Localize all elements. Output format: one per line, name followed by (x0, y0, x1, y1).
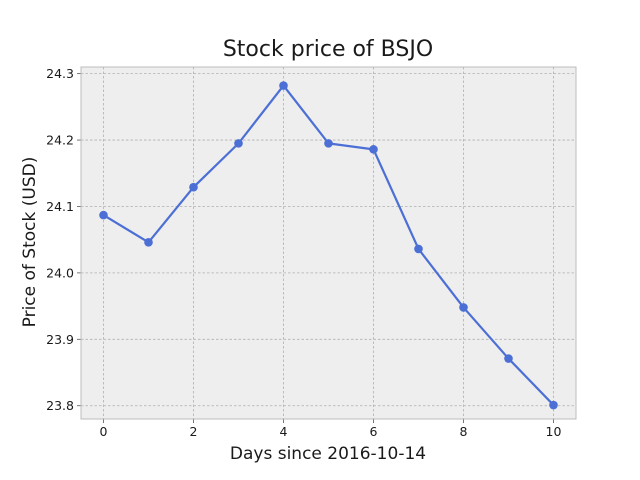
axis-ticks: 0 2 4 6 8 10 23.8 23.9 24.0 24.1 24.2 24.3 (46, 66, 561, 439)
data-point (99, 210, 108, 220)
data-series (99, 81, 558, 410)
chart-title: Stock price of BSJO (223, 37, 433, 62)
plot-frame (80, 66, 577, 420)
x-tick-label: 4 (280, 424, 288, 439)
y-tick-label: 24.2 (46, 133, 74, 148)
y-tick-label: 23.9 (46, 332, 74, 347)
y-tick-label: 24.0 (46, 265, 74, 280)
data-point (504, 354, 513, 363)
data-point (234, 139, 243, 148)
x-tick-label: 6 (370, 424, 378, 439)
data-point (549, 400, 558, 410)
data-point (414, 244, 423, 254)
data-point (459, 303, 468, 312)
x-axis-label: Days since 2016-10-14 (230, 444, 426, 464)
data-point (279, 81, 288, 90)
x-tick-label: 8 (460, 424, 468, 439)
x-tick-label: 2 (190, 424, 198, 439)
y-tick-label: 24.1 (46, 199, 74, 214)
y-axis-label: Price of Stock (USD) (20, 157, 40, 328)
data-point (189, 182, 198, 192)
grid-lines (81, 67, 576, 419)
y-tick-label: 24.3 (46, 66, 74, 81)
data-point (324, 139, 333, 148)
plot-area (81, 67, 576, 419)
y-tick-label: 23.8 (46, 398, 74, 413)
data-point (144, 238, 153, 247)
x-tick-label: 0 (100, 424, 108, 439)
x-tick-label: 10 (546, 424, 562, 439)
data-point (369, 145, 378, 154)
